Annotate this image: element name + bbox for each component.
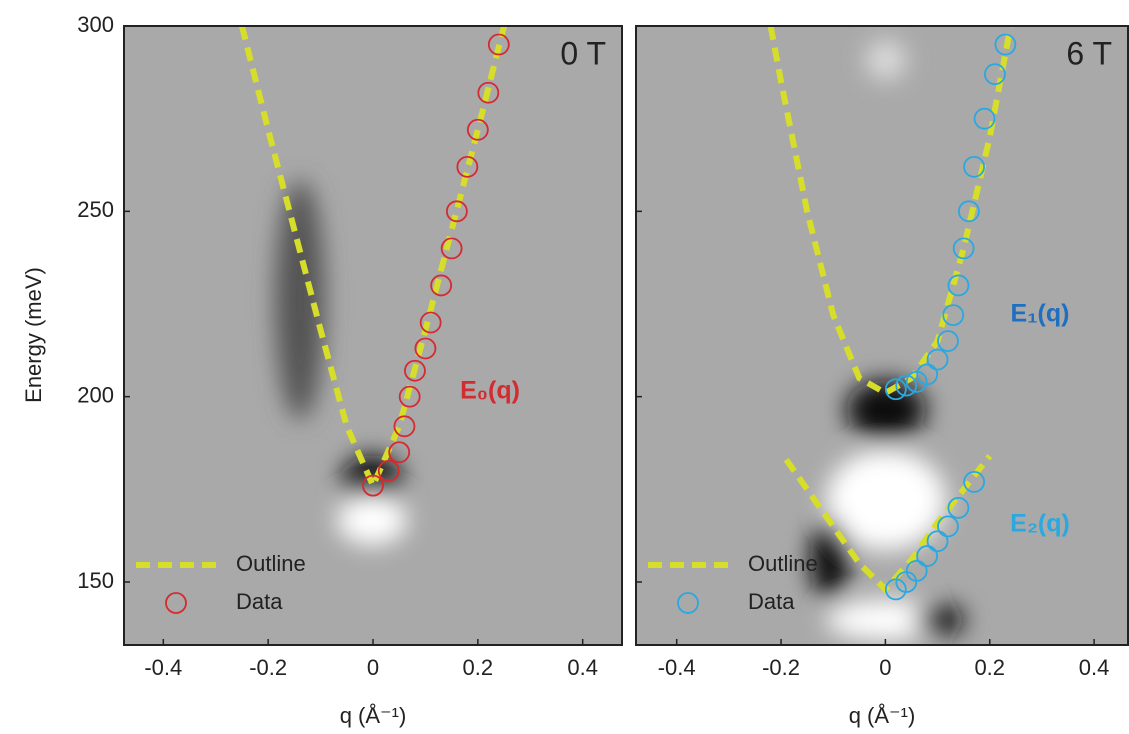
legend-label: Data bbox=[748, 589, 795, 614]
x-tick-label: 0.2 bbox=[463, 655, 494, 680]
x-tick-label: 0.2 bbox=[974, 655, 1005, 680]
curve-annotation: E₀(q) bbox=[460, 377, 520, 405]
x-tick-label: 0 bbox=[879, 655, 891, 680]
texture-blob bbox=[337, 495, 407, 545]
x-tick-label: -0.2 bbox=[249, 655, 287, 680]
y-tick-label: 200 bbox=[77, 382, 114, 407]
legend-label: Data bbox=[236, 589, 283, 614]
legend-label: Outline bbox=[748, 551, 818, 576]
y-axis-label: Energy (meV) bbox=[21, 267, 46, 403]
x-tick-label: 0.4 bbox=[1079, 655, 1110, 680]
panel-title: 0 T bbox=[560, 35, 606, 71]
figure: -0.4 -0.2 0 0.2 0.4 150 200 250 300 q (Å⁻¹) Energy… bbox=[0, 0, 1129, 734]
y-tick-label: 250 bbox=[77, 197, 114, 222]
texture-blob bbox=[275, 180, 325, 420]
x-tick-label: -0.4 bbox=[658, 655, 696, 680]
y-tick-label: 300 bbox=[77, 12, 114, 37]
x-axis-label: q (Å⁻¹) bbox=[849, 703, 916, 728]
texture-blob bbox=[866, 40, 906, 80]
panel-title: 6 T bbox=[1066, 35, 1112, 71]
curve-annotation: E₁(q) bbox=[1011, 300, 1070, 328]
x-tick-label: 0 bbox=[367, 655, 379, 680]
y-tick-label: 150 bbox=[77, 568, 114, 593]
texture-blob bbox=[915, 605, 965, 635]
x-tick-label: -0.2 bbox=[762, 655, 800, 680]
curve-annotation: E₂(q) bbox=[1010, 510, 1070, 538]
legend-label: Outline bbox=[236, 551, 306, 576]
plot-background bbox=[636, 26, 1128, 645]
plot-background bbox=[124, 26, 622, 645]
x-tick-label: 0.4 bbox=[567, 655, 598, 680]
x-tick-label: -0.4 bbox=[144, 655, 182, 680]
x-axis-label: q (Å⁻¹) bbox=[340, 703, 407, 728]
